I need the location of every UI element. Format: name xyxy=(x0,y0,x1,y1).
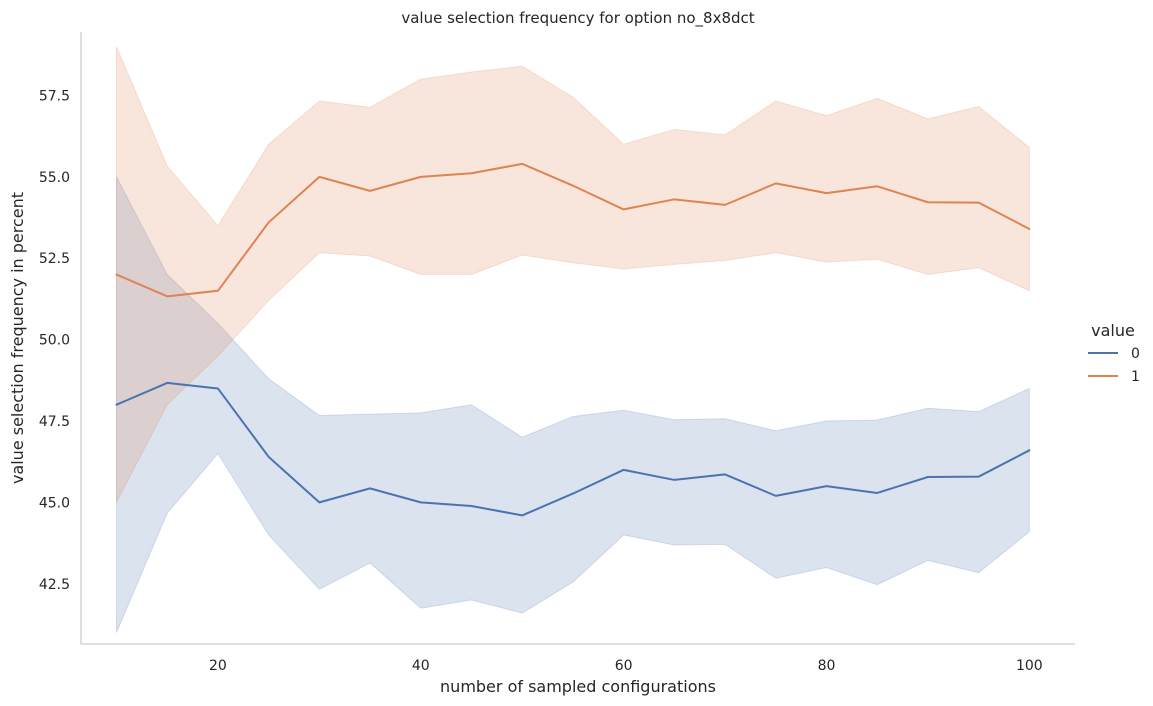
x-tick-label: 60 xyxy=(615,658,633,674)
chart-title: value selection frequency for option no_… xyxy=(401,9,754,28)
legend-label-series-0: 0 xyxy=(1131,346,1140,362)
x-tick-label: 40 xyxy=(412,658,430,674)
y-tick-label: 45.0 xyxy=(39,495,70,511)
y-tick-label: 55.0 xyxy=(39,170,70,186)
legend: value 0 1 xyxy=(1088,321,1140,385)
y-tick-label: 42.5 xyxy=(39,577,70,593)
confidence-bands xyxy=(116,46,1030,633)
y-tick-label: 57.5 xyxy=(39,88,70,104)
y-tick-label: 52.5 xyxy=(39,251,70,267)
y-axis-label: value selection frequency in percent xyxy=(8,192,27,484)
series-lines xyxy=(115,162,1031,517)
y-axis-ticks: 42.5 45.0 47.5 50.0 52.5 55.0 57.5 xyxy=(39,88,70,592)
ci-band-series-0 xyxy=(116,176,1030,633)
x-axis-label: number of sampled configurations xyxy=(440,677,716,696)
line-series-1 xyxy=(115,162,1031,298)
x-axis-ticks: 20 40 60 80 100 xyxy=(209,658,1043,674)
y-tick-label: 50.0 xyxy=(39,333,70,349)
legend-label-series-1: 1 xyxy=(1131,369,1140,385)
legend-title: value xyxy=(1091,321,1135,340)
x-tick-label: 20 xyxy=(209,658,227,674)
line-series-0 xyxy=(115,381,1031,517)
x-tick-label: 100 xyxy=(1016,658,1043,674)
ci-band-series-1 xyxy=(116,46,1030,503)
y-tick-label: 47.5 xyxy=(39,414,70,430)
x-tick-label: 80 xyxy=(818,658,836,674)
